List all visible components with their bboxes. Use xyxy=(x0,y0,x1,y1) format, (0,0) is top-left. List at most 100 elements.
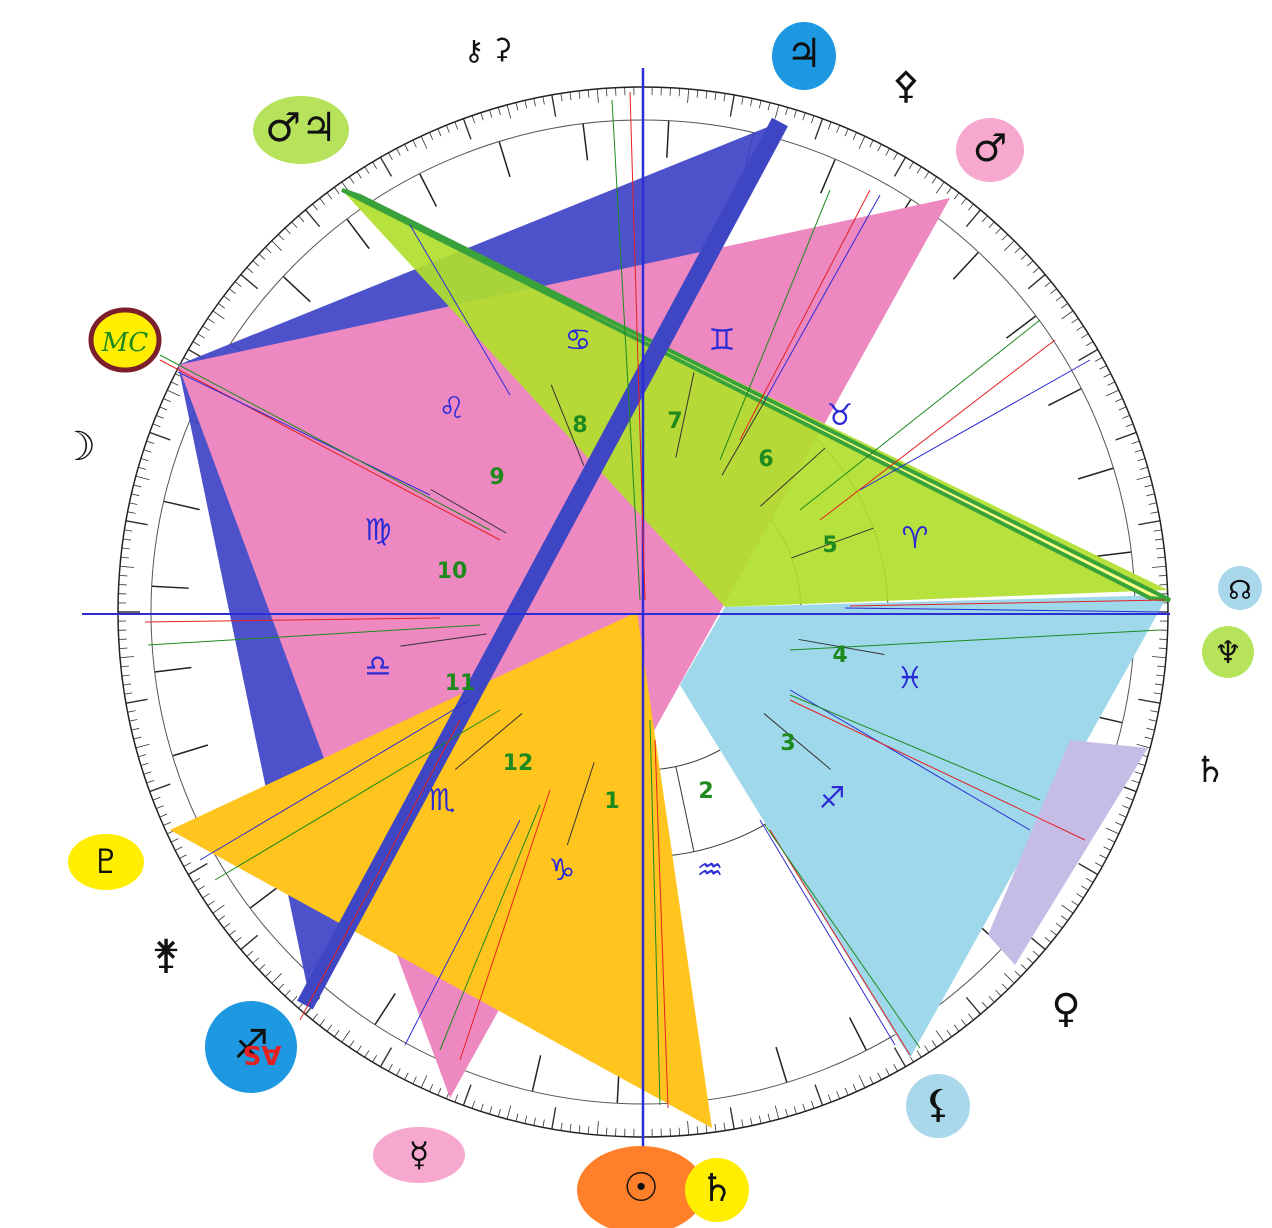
degree-tick xyxy=(246,267,254,274)
ten-degree-marker xyxy=(1077,467,1114,480)
degree-tick xyxy=(454,121,459,130)
aspect-line xyxy=(859,359,1091,491)
degree-tick xyxy=(121,674,130,677)
degree-tick xyxy=(1148,502,1157,505)
aspect-line xyxy=(844,607,1166,613)
degree-tick xyxy=(1014,247,1021,254)
degree-tick xyxy=(445,125,450,133)
degree-tick xyxy=(404,1072,409,1080)
degree-tick xyxy=(437,1087,442,1096)
degree-tick xyxy=(1115,398,1123,403)
aspect-line xyxy=(739,189,871,441)
mars-pair-icon: ♂♃ xyxy=(265,105,337,151)
aspect-line xyxy=(409,224,511,396)
degree-tick xyxy=(170,838,179,843)
degree-tick xyxy=(480,112,484,121)
degree-tick xyxy=(678,88,681,97)
degree-tick xyxy=(1004,973,1015,984)
ascendant-badge: ♐ xyxy=(205,1001,297,1093)
house-cusp xyxy=(550,384,585,466)
degree-tick xyxy=(125,698,148,704)
degree-tick xyxy=(935,181,945,194)
ten-degree-marker xyxy=(666,120,670,158)
degree-tick xyxy=(988,221,995,229)
house-number: 3 xyxy=(780,731,795,756)
moon-node-icon: ☊ xyxy=(1228,575,1251,606)
degree-tick xyxy=(1027,274,1046,290)
degree-tick xyxy=(946,187,952,194)
ascendant-icon: ♐ xyxy=(233,1022,269,1068)
aspect-line xyxy=(789,629,1161,651)
degree-tick xyxy=(924,1045,930,1053)
house-number: 9 xyxy=(489,465,504,490)
aspect-line xyxy=(789,694,1041,801)
aspect-line xyxy=(799,319,1041,511)
degree-tick xyxy=(793,109,797,118)
house-number: 11 xyxy=(445,671,476,696)
degree-tick xyxy=(931,176,937,184)
degree-tick xyxy=(364,166,370,174)
degree-tick xyxy=(379,1047,393,1068)
aspect-line xyxy=(789,689,1031,831)
degree-tick xyxy=(968,203,974,211)
house-number: 1 xyxy=(604,789,619,814)
degree-tick xyxy=(758,100,762,109)
house-number: 7 xyxy=(667,409,682,434)
degree-tick xyxy=(678,1127,681,1136)
degree-tick xyxy=(305,209,321,228)
degree-tick xyxy=(133,736,142,740)
degree-tick xyxy=(1158,574,1167,577)
degree-tick xyxy=(159,406,168,411)
degree-tick xyxy=(192,877,201,883)
degree-tick xyxy=(605,1127,608,1136)
degree-tick xyxy=(364,1050,370,1058)
degree-tick xyxy=(515,1113,519,1122)
degree-tick xyxy=(1157,556,1166,559)
degree-tick xyxy=(1137,762,1146,766)
degree-tick xyxy=(212,904,225,914)
degree-tick xyxy=(319,198,326,205)
degree-tick xyxy=(1136,475,1151,481)
degree-tick xyxy=(420,136,428,150)
degree-tick xyxy=(278,234,285,241)
degree-tick xyxy=(1014,970,1021,977)
zodiac-sign-glyph: ♓ xyxy=(897,661,924,696)
degree-tick xyxy=(960,1019,967,1026)
pallas-icon: ⚴ xyxy=(892,63,920,107)
degree-tick xyxy=(167,389,181,397)
degree-tick xyxy=(893,1063,898,1072)
degree-tick xyxy=(312,1013,318,1021)
degree-tick xyxy=(935,1030,945,1043)
house-number: 8 xyxy=(572,413,587,438)
aspect-band-lavender xyxy=(988,740,1148,965)
aspect-line xyxy=(147,624,481,646)
degree-tick xyxy=(1050,288,1057,295)
degree-tick xyxy=(1105,827,1119,835)
degree-tick xyxy=(587,1126,590,1135)
house-cusp xyxy=(675,766,695,852)
house-cusp xyxy=(760,447,826,507)
degree-tick xyxy=(893,152,898,161)
planet-glyphs: ☽ ⚷ ⚳ ⚴ ♄ ♀ ⚵ xyxy=(60,32,1226,1032)
degree-tick xyxy=(916,1050,922,1058)
degree-tick xyxy=(533,98,536,107)
mc-label: MC xyxy=(101,328,149,358)
degree-tick xyxy=(127,710,136,713)
degree-tick xyxy=(1055,922,1063,929)
degree-tick xyxy=(1156,674,1165,677)
degree-tick xyxy=(1148,719,1157,722)
degree-tick xyxy=(152,796,161,801)
degree-tick xyxy=(125,520,148,526)
degree-tick xyxy=(836,125,841,133)
degree-tick xyxy=(1026,260,1034,267)
degree-tick xyxy=(1125,423,1134,428)
degree-tick xyxy=(149,783,171,793)
degree-tick xyxy=(560,1122,563,1131)
moon-node-badge: ☊ xyxy=(1218,566,1262,610)
degree-tick xyxy=(265,247,272,254)
degree-tick xyxy=(1078,348,1099,362)
degree-tick xyxy=(1107,838,1116,843)
degree-tick xyxy=(810,1100,815,1109)
degree-tick xyxy=(120,665,129,668)
